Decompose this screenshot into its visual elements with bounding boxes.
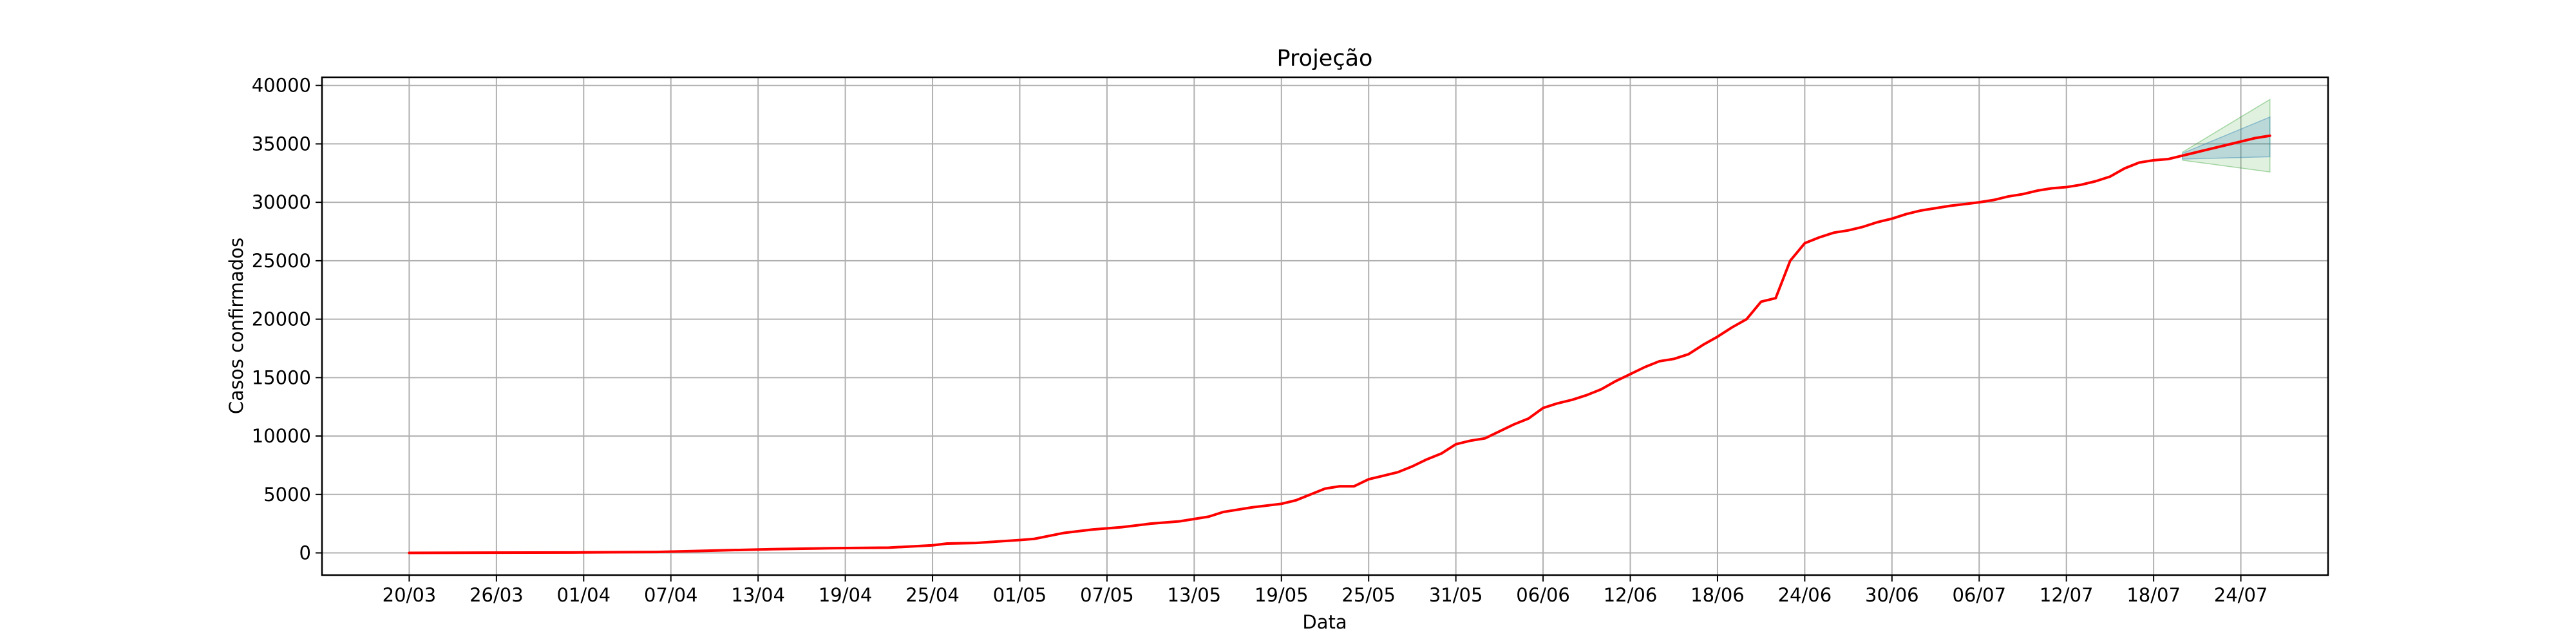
y-axis-title: Casos confirmados — [225, 238, 247, 414]
x-tick-label: 13/04 — [731, 584, 785, 606]
x-tick-label: 12/06 — [1604, 584, 1658, 606]
y-tick-label: 20000 — [252, 308, 311, 330]
y-tick-label: 10000 — [252, 425, 311, 447]
x-tick-label: 01/04 — [557, 584, 611, 606]
x-tick-label: 12/07 — [2040, 584, 2094, 606]
plot-frame — [321, 76, 2329, 576]
x-tick-label: 19/05 — [1255, 584, 1309, 606]
x-axis-title: Data — [1302, 611, 1347, 633]
x-tick-label: 30/06 — [1865, 584, 1919, 606]
x-tick-label: 13/05 — [1168, 584, 1222, 606]
x-tick-label: 18/07 — [2126, 584, 2181, 606]
x-tick-label: 24/06 — [1778, 584, 1832, 606]
y-tick-label: 30000 — [252, 191, 311, 213]
x-tick-label: 07/05 — [1080, 584, 1134, 606]
series-line-0 — [408, 134, 2271, 554]
x-tick-label: 19/04 — [819, 584, 873, 606]
x-tick-label: 01/05 — [993, 584, 1047, 606]
x-tick-label: 31/05 — [1429, 584, 1483, 606]
x-tick-label: 06/07 — [1952, 584, 2006, 606]
confidence-band-1 — [2182, 99, 2271, 173]
x-tick-label: 25/05 — [1341, 584, 1396, 606]
x-axis: 20/03 26/03 01/04 07/04 13/04 19/04 25/04 01/05… — [383, 575, 2268, 606]
lines — [408, 134, 2271, 554]
y-tick-label: 40000 — [252, 75, 311, 97]
confidence-band-2 — [2182, 116, 2271, 160]
bands — [2182, 99, 2271, 173]
x-tick-label: 07/04 — [644, 584, 698, 606]
y-axis: 0 5000 10000 15000 20000 25000 30000 35000 40000 — [252, 75, 322, 564]
x-tick-label: 18/06 — [1690, 584, 1745, 606]
y-tick-label: 35000 — [252, 133, 311, 155]
x-tick-label: 25/04 — [905, 584, 960, 606]
y-tick-label: 25000 — [252, 250, 311, 272]
x-tick-label: 20/03 — [383, 584, 437, 606]
y-tick-label: 5000 — [263, 484, 311, 506]
y-tick-label: 15000 — [252, 366, 311, 388]
chart-title: Projeção — [1277, 46, 1373, 71]
x-tick-label: 26/03 — [469, 584, 524, 606]
y-tick-label: 0 — [299, 542, 311, 564]
grid — [322, 77, 2328, 575]
x-tick-label: 24/07 — [2214, 584, 2268, 606]
x-tick-label: 06/06 — [1516, 584, 1570, 606]
